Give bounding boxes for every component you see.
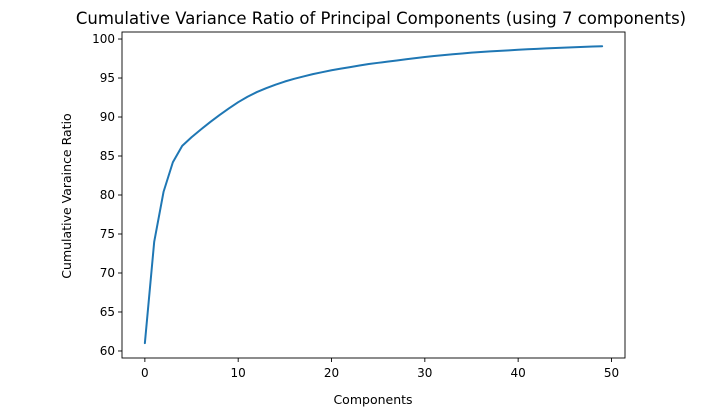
- x-tick-label-20: 20: [324, 366, 339, 380]
- y-axis: 60 65 70 75 80 85 90 95 100: [92, 32, 122, 358]
- x-tick-label-0: 0: [141, 366, 149, 380]
- x-tick-label-10: 10: [231, 366, 246, 380]
- y-tick-label-60: 60: [100, 344, 115, 358]
- y-tick-label-80: 80: [100, 188, 115, 202]
- x-tick-label-50: 50: [604, 366, 619, 380]
- y-tick-label-85: 85: [100, 149, 115, 163]
- x-axis: 0 10 20 30 40 50: [141, 358, 619, 380]
- y-tick-label-90: 90: [100, 110, 115, 124]
- series-line: [143, 45, 604, 345]
- y-tick-label-100: 100: [92, 32, 115, 46]
- y-axis-label: Cumulative Varaince Ratio: [59, 113, 74, 278]
- y-tick-label-95: 95: [100, 71, 115, 85]
- chart-title: Cumulative Variance Ratio of Principal C…: [76, 9, 686, 28]
- y-tick-label-75: 75: [100, 227, 115, 241]
- y-tick-label-70: 70: [100, 266, 115, 280]
- y-tick-label-65: 65: [100, 305, 115, 319]
- plot-frame: [121, 31, 626, 359]
- x-tick-label-40: 40: [511, 366, 526, 380]
- x-axis-label: Components: [333, 392, 412, 407]
- x-tick-label-30: 30: [417, 366, 432, 380]
